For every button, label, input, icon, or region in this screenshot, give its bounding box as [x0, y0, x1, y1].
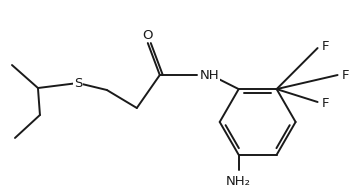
Text: S: S: [74, 76, 82, 90]
Text: F: F: [342, 69, 349, 81]
Text: NH₂: NH₂: [226, 175, 251, 188]
Text: NH: NH: [200, 69, 219, 81]
Text: F: F: [322, 97, 329, 110]
Text: F: F: [322, 40, 329, 52]
Text: O: O: [142, 29, 153, 41]
